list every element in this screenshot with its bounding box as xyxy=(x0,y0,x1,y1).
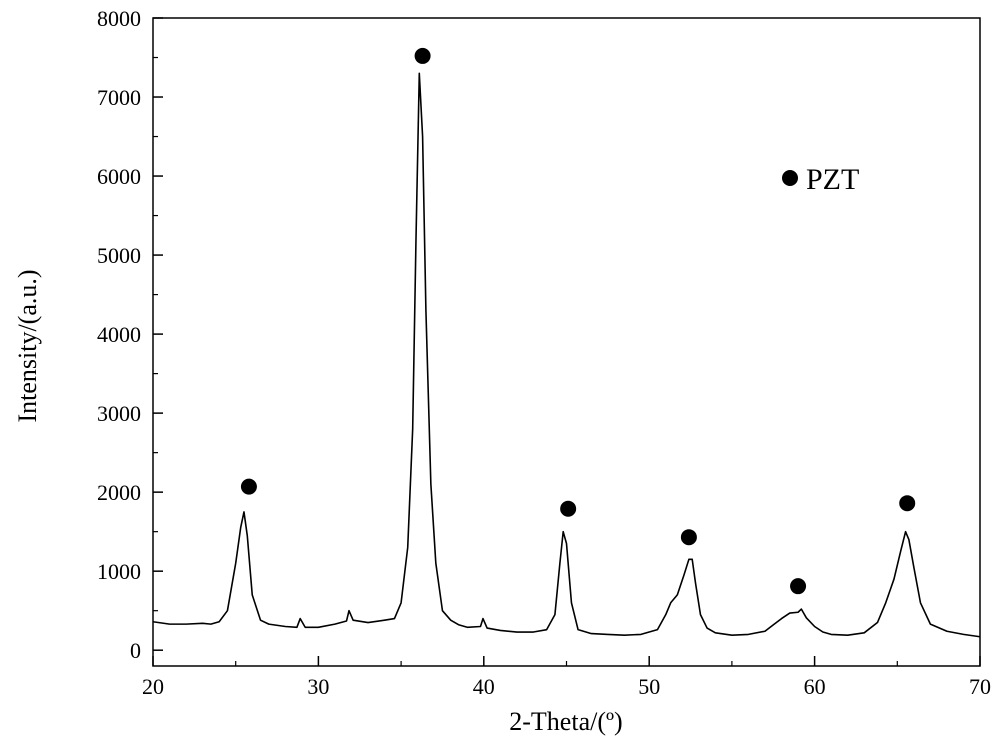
pzt-peak-marker xyxy=(415,48,431,64)
x-axis-ticks: 20 30 40 50 60 70 xyxy=(142,656,991,699)
legend-label: PZT xyxy=(806,163,859,196)
y-tick-label: 7000 xyxy=(97,85,141,110)
x-axis-title: 2-Theta/(º) xyxy=(509,707,622,736)
pzt-peak-marker xyxy=(681,529,697,545)
legend-marker-icon xyxy=(782,170,798,186)
y-tick-label: 6000 xyxy=(97,164,141,189)
x-tick-label: 50 xyxy=(638,674,660,699)
xrd-series-line xyxy=(153,73,980,636)
x-tick-label: 20 xyxy=(142,674,164,699)
y-tick-label: 8000 xyxy=(97,6,141,31)
y-tick-label: 3000 xyxy=(97,401,141,426)
y-tick-label: 2000 xyxy=(97,480,141,505)
pzt-peak-marker xyxy=(790,578,806,594)
y-axis-title: Intensity/(a.u.) xyxy=(13,269,42,422)
y-tick-label: 1000 xyxy=(97,559,141,584)
y-tick-label: 0 xyxy=(130,638,141,663)
x-tick-label: 60 xyxy=(804,674,826,699)
x-tick-label: 40 xyxy=(473,674,495,699)
pzt-peak-marker xyxy=(899,495,915,511)
y-tick-label: 5000 xyxy=(97,243,141,268)
peak-markers xyxy=(241,48,915,594)
y-tick-label: 4000 xyxy=(97,322,141,347)
legend: PZT xyxy=(782,163,859,196)
x-tick-label: 30 xyxy=(307,674,329,699)
x-tick-label: 70 xyxy=(969,674,991,699)
plot-frame xyxy=(153,18,980,666)
pzt-peak-marker xyxy=(241,479,257,495)
pzt-peak-marker xyxy=(560,501,576,517)
